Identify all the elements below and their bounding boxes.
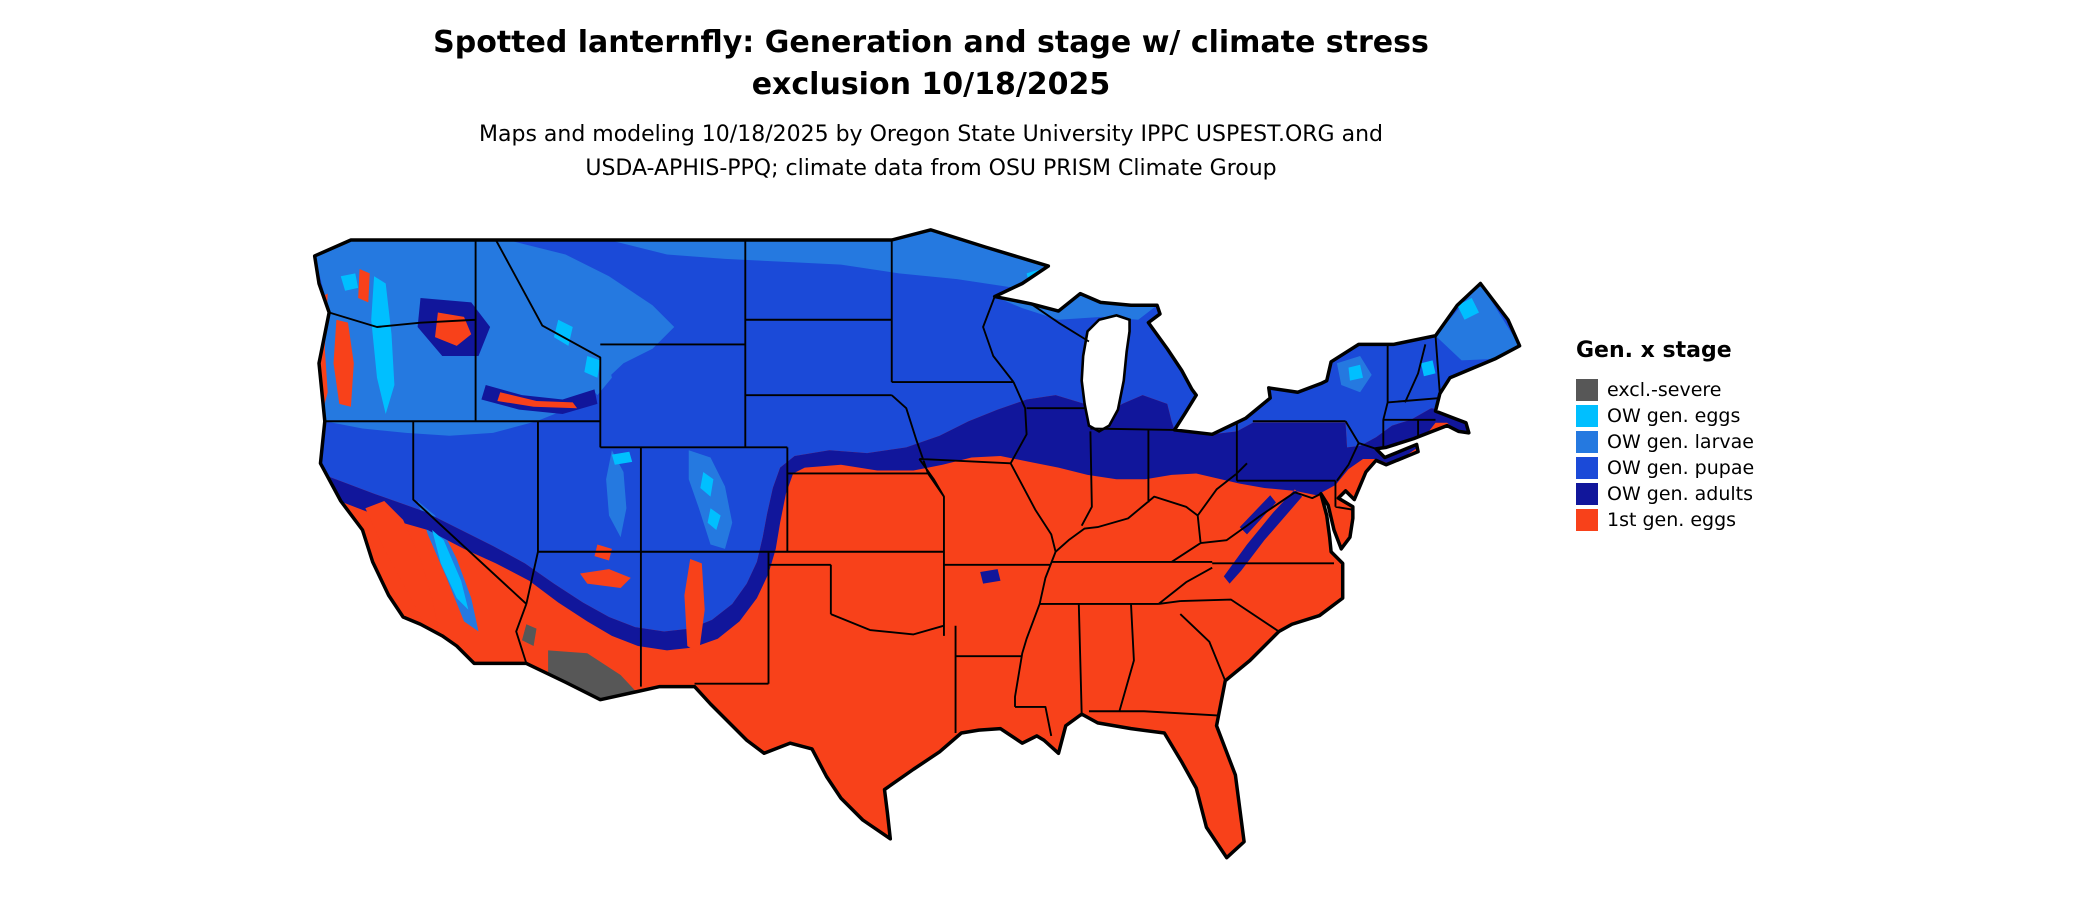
legend-label-ow-gen-larvae: OW gen. larvae bbox=[1607, 431, 1754, 453]
page-subtitle-line1: Maps and modeling 10/18/2025 by Oregon S… bbox=[479, 122, 1383, 147]
legend-label-ow-gen-pupae: OW gen. pupae bbox=[1607, 457, 1755, 479]
page-subtitle: Maps and modeling 10/18/2025 by Oregon S… bbox=[231, 118, 1631, 186]
page-subtitle-line2: USDA-APHIS-PPQ; climate data from OSU PR… bbox=[585, 156, 1277, 181]
region-excl-severe bbox=[522, 624, 641, 715]
legend-title: Gen. x stage bbox=[1576, 338, 1732, 363]
us-map bbox=[312, 228, 1522, 860]
region-1st-gen-eggs-west-patches bbox=[316, 269, 705, 654]
state-borders bbox=[324, 239, 1441, 737]
legend-swatch-ow-gen-larvae bbox=[1576, 431, 1598, 453]
region-ow-larvae bbox=[314, 229, 1520, 632]
map-container bbox=[232, 218, 1624, 900]
legend-swatch-ow-gen-eggs bbox=[1576, 405, 1598, 427]
legend-swatch-ow-gen-adults bbox=[1576, 483, 1598, 505]
legend-swatch-excl-severe bbox=[1576, 379, 1598, 401]
legend-label-excl-severe: excl.-severe bbox=[1607, 379, 1722, 401]
legend-item-ow-gen-adults: OW gen. adults bbox=[1576, 481, 1754, 507]
legend-item-1st-gen-eggs: 1st gen. eggs bbox=[1576, 507, 1754, 533]
page-title-line2: exclusion 10/18/2025 bbox=[751, 67, 1111, 102]
legend-label-1st-gen-eggs: 1st gen. eggs bbox=[1607, 509, 1737, 531]
lake-michigan bbox=[1080, 314, 1131, 433]
legend-item-ow-gen-pupae: OW gen. pupae bbox=[1576, 455, 1754, 481]
region-ow-eggs bbox=[340, 269, 1479, 610]
legend: Gen. x stage excl.-severe OW gen. eggs O… bbox=[1576, 338, 1754, 533]
legend-swatch-ow-gen-pupae bbox=[1576, 457, 1598, 479]
legend-label-ow-gen-eggs: OW gen. eggs bbox=[1607, 405, 1741, 427]
legend-swatch-1st-gen-eggs bbox=[1576, 509, 1598, 531]
page-title: Spotted lanternfly: Generation and stage… bbox=[231, 22, 1631, 106]
legend-item-ow-gen-larvae: OW gen. larvae bbox=[1576, 429, 1754, 455]
legend-item-ow-gen-eggs: OW gen. eggs bbox=[1576, 403, 1754, 429]
legend-label-ow-gen-adults: OW gen. adults bbox=[1607, 483, 1754, 505]
legend-item-excl-severe: excl.-severe bbox=[1576, 377, 1754, 403]
page-title-line1: Spotted lanternfly: Generation and stage… bbox=[433, 25, 1429, 60]
